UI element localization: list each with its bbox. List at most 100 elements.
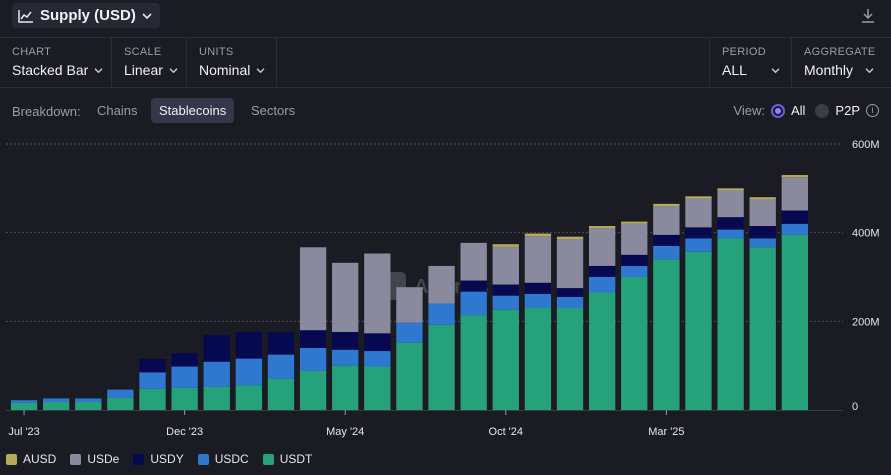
chevron-down-icon (94, 67, 103, 73)
bar-segment-usdt (717, 238, 744, 410)
legend-swatch (133, 453, 145, 465)
breakdown-tab-chains[interactable]: Chains (97, 103, 138, 118)
bar-segment-ausd (556, 236, 584, 240)
control-label: PERIOD (722, 46, 766, 58)
bar-segment-usdt (203, 386, 230, 410)
bar-segment-ausd (524, 233, 552, 237)
legend-item-usdc[interactable]: USDC (197, 452, 249, 466)
bar-segment-usdy (171, 353, 198, 367)
bar-segment-usdc (524, 293, 552, 309)
bar-segment-usdc (332, 349, 359, 366)
bar-segment-usdc (267, 354, 295, 379)
bar-segment-usde (556, 239, 584, 289)
bar-segment-usdc (10, 400, 38, 403)
bar-segment-usde (685, 198, 712, 228)
bar-segment-usdt (781, 234, 808, 410)
bar-segment-usdt (685, 251, 712, 410)
bar-segment-usdt (556, 308, 584, 410)
bar-segment-usdc (685, 238, 712, 252)
bar-segment-usde (653, 206, 680, 235)
bar-segment-usdt (428, 324, 455, 410)
legend-item-usdt[interactable]: USDT (262, 452, 312, 466)
bar-segment-usde (781, 177, 808, 211)
y-tick-label: 200M (852, 316, 880, 328)
bar-segment-usdc (492, 295, 519, 310)
view-p2p-label[interactable]: P2P (835, 103, 860, 118)
legend-swatch (6, 453, 17, 465)
bar-segment-usdc (203, 361, 230, 387)
bar-segment-usde (524, 236, 552, 283)
legend-item-usde[interactable]: USDe (70, 452, 119, 466)
view-p2p-radio[interactable] (815, 103, 830, 118)
units-dropdown[interactable]: UNITS Nominal (187, 38, 277, 88)
period-dropdown[interactable]: PERIOD ALL (709, 38, 792, 88)
bar-segment-usdt (75, 402, 102, 410)
view-label: View: (733, 103, 765, 118)
chart-controls: CHART Stacked Bar SCALE Linear UNITS Nom… (0, 38, 891, 88)
control-value: Monthly (804, 62, 854, 78)
bar-segment-ausd (717, 188, 744, 191)
bar-segment-usde (749, 199, 776, 227)
bar-segment-usdt (524, 308, 552, 410)
bar-segment-usde (364, 253, 391, 334)
x-tick-label: Dec '23 (166, 426, 203, 438)
bar-segment-usdt (492, 309, 519, 410)
breakdown-tab-sectors[interactable]: Sectors (251, 103, 296, 118)
bar-segment-usdt (653, 259, 680, 410)
bar-segment-ausd (492, 244, 519, 247)
bar-segment-usdc (364, 351, 391, 367)
bar-segment-usdy (653, 234, 680, 246)
bar-segment-ausd (685, 196, 712, 199)
info-icon[interactable]: i (866, 104, 879, 117)
bar-segment-usdy (299, 330, 327, 348)
view-all-label[interactable]: All (790, 103, 806, 118)
aggregate-dropdown[interactable]: AGGREGATE Monthly (792, 38, 891, 88)
chevron-down-icon (256, 67, 265, 73)
bar-segment-usdt (10, 402, 38, 410)
top-bar: Supply (USD) (0, 0, 891, 38)
view-all-radio[interactable] (770, 103, 785, 118)
chevron-down-icon (142, 12, 152, 19)
bar-segment-usdc (621, 265, 648, 277)
bar-segment-usdy (460, 280, 487, 292)
bar-segment-usdy (492, 284, 519, 296)
chart-type-dropdown[interactable]: CHART Stacked Bar (0, 38, 112, 88)
y-tick-label: 400M (852, 228, 880, 240)
download-icon[interactable] (861, 8, 875, 24)
bar-segment-usdc (781, 223, 808, 235)
bar-segment-usdy (685, 227, 712, 239)
bar-segment-usdc (299, 347, 327, 371)
bar-segment-usdt (235, 385, 263, 410)
bar-segment-usdc (235, 358, 263, 386)
bar-segment-usdc (717, 229, 744, 239)
x-tick-label: Mar '25 (648, 426, 684, 438)
bar-segment-usdy (364, 333, 391, 352)
bar-segment-usdt (107, 397, 134, 410)
chart-legend: AUSD USDe USDY USDC USDT (6, 450, 312, 468)
bar-segment-usdy (749, 226, 776, 239)
bar-segment-usdc (139, 372, 166, 389)
bar-segment-usdc (107, 389, 134, 398)
y-tick-label: 0 (852, 401, 858, 413)
metric-selector-button[interactable]: Supply (USD) (12, 3, 160, 28)
breakdown-tab-stablecoins[interactable]: Stablecoins (151, 98, 235, 123)
control-value: Nominal (199, 62, 251, 78)
bar-segment-usde (428, 265, 455, 304)
breakdown-label: Breakdown: (12, 104, 81, 119)
bar-segment-usdc (556, 296, 584, 309)
x-axis: Jul '23 Dec '23 May '24 Oct '24 Mar '25 (8, 410, 685, 438)
chevron-down-icon (865, 67, 874, 73)
legend-label: USDY (150, 452, 184, 466)
bar-segment-usdt (749, 247, 776, 410)
legend-item-ausd[interactable]: AUSD (6, 452, 56, 466)
bar-segment-usdc (396, 322, 423, 343)
bar-segment-usdc (171, 366, 198, 388)
bar-segment-usdy (267, 332, 295, 355)
bar-segment-usdy (203, 335, 230, 362)
bar-segment-usdc (749, 238, 776, 248)
legend-item-usdy[interactable]: USDY (133, 452, 184, 466)
bar-segment-usdy (235, 331, 263, 359)
control-label: UNITS (199, 46, 234, 58)
bar-segment-ausd (653, 203, 680, 207)
scale-dropdown[interactable]: SCALE Linear (112, 38, 187, 88)
